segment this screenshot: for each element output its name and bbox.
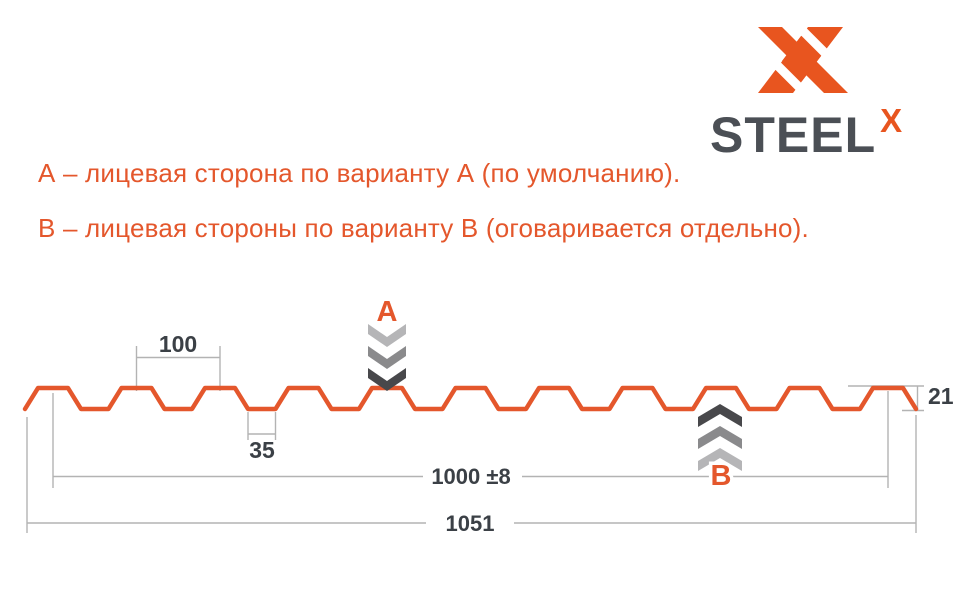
dimension-overall-width bbox=[26, 415, 917, 533]
dim-trough-width-label: 35 bbox=[249, 437, 275, 463]
marker-a-chevrons bbox=[368, 324, 406, 391]
logo-white-slash bbox=[778, 13, 865, 100]
chevron-up-icon bbox=[698, 426, 742, 449]
chevron-down-icon bbox=[368, 346, 406, 369]
marker-b-chevrons bbox=[698, 404, 742, 471]
note-variant-b: В – лицевая стороны по варианту В (огова… bbox=[38, 213, 809, 243]
dim-height-label: 21 bbox=[928, 383, 954, 409]
steel-wordmark: STEEL X bbox=[710, 102, 902, 164]
marker-a: А bbox=[368, 296, 406, 391]
dim-working-width-label: 1000 ±8 bbox=[431, 464, 510, 489]
marker-a-label: А bbox=[377, 296, 398, 328]
dimension-lines bbox=[26, 346, 924, 533]
chevron-down-icon bbox=[368, 368, 406, 391]
steelx-logo-icon bbox=[745, 13, 865, 108]
dimension-trough-width bbox=[247, 412, 277, 440]
dimension-working-width bbox=[52, 391, 889, 488]
chevron-up-icon bbox=[698, 448, 742, 471]
chevron-up-icon bbox=[698, 404, 742, 427]
wordmark-x-superscript: X bbox=[880, 102, 903, 139]
logo-white-slash bbox=[745, 26, 827, 108]
wordmark-text: STEEL bbox=[710, 107, 877, 163]
dim-pitch-label: 100 bbox=[159, 331, 197, 357]
dimension-pitch bbox=[135, 346, 221, 391]
note-variant-a: А – лицевая сторона по варианту А (по ум… bbox=[38, 158, 681, 188]
profile-outline bbox=[22, 385, 919, 412]
dim-overall-width-label: 1051 bbox=[446, 511, 495, 536]
logo-center-weave bbox=[782, 36, 821, 81]
marker-b: В bbox=[698, 404, 742, 496]
chevron-down-icon bbox=[368, 324, 406, 347]
marker-b-label: В bbox=[711, 460, 732, 492]
